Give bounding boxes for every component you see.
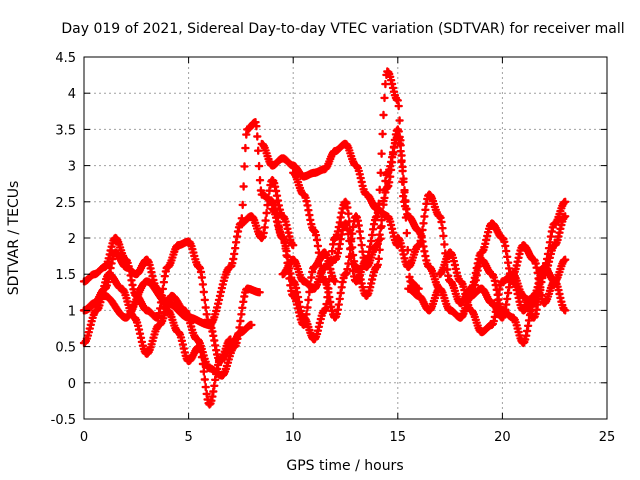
y-tick-label: -0.5 bbox=[51, 413, 76, 428]
y-tick-label: 4 bbox=[68, 87, 76, 102]
series-markers-sat-h bbox=[278, 67, 423, 293]
y-tick-label: 1.5 bbox=[55, 268, 76, 283]
x-tick-label: 25 bbox=[599, 430, 616, 445]
series-group bbox=[79, 67, 570, 409]
chart-title: Day 019 of 2021, Sidereal Day-to-day VTE… bbox=[61, 21, 624, 37]
grid bbox=[84, 57, 607, 419]
series-markers-sat-i bbox=[289, 125, 444, 322]
x-tick-label: 10 bbox=[285, 430, 302, 445]
y-tick-label: 1 bbox=[68, 304, 76, 319]
y-tick-label: 0 bbox=[68, 377, 76, 392]
axis-ticks: 0 5 10 15 20 25 -0.5 0 0.5 1 1.5 2 2.5 3 3.5 4 4.5 bbox=[51, 51, 616, 445]
x-tick-label: 5 bbox=[184, 430, 192, 445]
y-tick-label: 2 bbox=[68, 232, 76, 247]
y-tick-label: 2.5 bbox=[55, 196, 76, 211]
y-tick-label: 3.5 bbox=[55, 123, 76, 138]
series-markers-sat-m bbox=[456, 241, 570, 322]
series-sat-m bbox=[456, 241, 570, 322]
series-sat-i bbox=[289, 125, 444, 322]
y-tick-label: 4.5 bbox=[55, 51, 76, 66]
x-tick-label: 0 bbox=[80, 430, 88, 445]
series-sat-h bbox=[278, 67, 423, 293]
x-axis-label: GPS time / hours bbox=[286, 458, 403, 474]
y-axis-label: SDTVAR / TECUs bbox=[6, 181, 22, 296]
x-tick-label: 15 bbox=[390, 430, 407, 445]
y-tick-label: 0.5 bbox=[55, 341, 76, 356]
y-tick-label: 3 bbox=[68, 160, 76, 175]
x-tick-label: 20 bbox=[494, 430, 511, 445]
